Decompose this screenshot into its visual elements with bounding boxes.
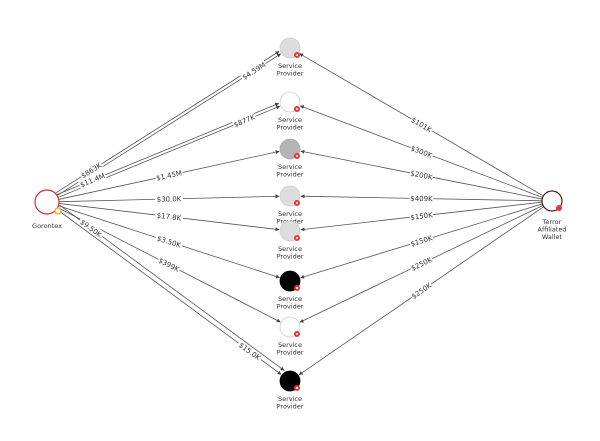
node-label: Service: [278, 295, 302, 303]
node-service-provider[interactable]: [279, 270, 301, 292]
edge-label: $15.0K: [236, 339, 264, 362]
edge-amount: $250K: [410, 256, 434, 273]
risk-badge-dot: [296, 237, 298, 239]
edge-label: $200K: [409, 168, 434, 182]
edge-label: $30.0K: [154, 194, 183, 204]
edge-amount: $3.50K: [156, 235, 182, 250]
entity-node-circle[interactable]: [34, 189, 60, 215]
edge-amount: $877K: [233, 113, 257, 129]
node-label: Provider: [277, 349, 304, 357]
risk-badge-dot: [296, 387, 298, 389]
edge-amount: $101K: [409, 116, 433, 134]
edge-label: $4.59M: [239, 59, 268, 82]
edge-labels: $4.59M$863K$877K$11.4M $1.45M$30.0K$17.8K…: [77, 59, 435, 362]
edge-label: $1.45M: [154, 168, 184, 183]
node-service-provider[interactable]: [279, 316, 301, 338]
risk-badge-dot: [296, 155, 298, 157]
edge-label: $3.50K: [154, 233, 184, 250]
node-label: Provider: [277, 303, 304, 311]
edge-amount: $200K: [410, 169, 434, 181]
node-gorontex[interactable]: [34, 189, 62, 215]
node-label: Provider: [277, 403, 304, 411]
badge-icon: [54, 207, 62, 215]
edge-amount: $4.59M: [241, 61, 267, 82]
node-label: Provider: [277, 253, 304, 261]
edge-label: $17.8K: [154, 210, 184, 223]
node-label: Provider: [277, 124, 304, 132]
edge-amount: $1.45M: [155, 169, 182, 182]
edge-label: $399K: [156, 255, 182, 274]
node-label: Terror: [542, 218, 562, 226]
node-label: Service: [278, 395, 302, 403]
edge-amount: $150K: [410, 211, 434, 222]
node-label: Service: [278, 62, 302, 70]
node-label: Service: [278, 163, 302, 171]
node-service-provider[interactable]: [279, 220, 301, 242]
edge-label: $150K: [408, 233, 434, 248]
node-service-provider[interactable]: [279, 185, 301, 207]
risk-badge-dot: [296, 333, 298, 335]
node-service-provider[interactable]: [279, 138, 301, 160]
risk-badge-dot: [296, 54, 298, 56]
edge-label: $409K: [409, 193, 434, 203]
node-label: Provider: [277, 171, 304, 179]
edge-label: $9.50K: [77, 216, 105, 239]
edge-amount: $30.0K: [157, 195, 182, 204]
risk-badge-dot: [296, 287, 298, 289]
edge-label: $101K: [409, 114, 434, 134]
node-service-provider[interactable]: [279, 370, 301, 392]
node-label: Gorontex: [32, 222, 62, 230]
node-service-provider[interactable]: [279, 91, 301, 113]
edge-label: $877K: [231, 112, 257, 129]
node-label: Provider: [277, 70, 304, 78]
edge-label: $250K: [409, 280, 434, 301]
edge-amount: $17.8K: [156, 212, 182, 223]
risk-badge-dot: [296, 108, 298, 110]
node-label: Affiliated: [538, 226, 567, 234]
edge-amount: $300K: [409, 144, 433, 160]
edge-amount: $409K: [410, 195, 433, 203]
edge-label: $250K: [408, 254, 434, 273]
edge-amount: $250K: [410, 281, 433, 301]
risk-badge-dot: [296, 202, 298, 204]
nodes: Gorontex TerrorAffiliatedWalletServicePro…: [32, 37, 567, 411]
edge-label: $300K: [409, 143, 435, 160]
node-label: Service: [278, 245, 302, 253]
edge-amount: $150K: [410, 234, 434, 248]
edge-amount: $399K: [157, 256, 181, 274]
edge-label: $150K: [409, 210, 434, 222]
node-label: Service: [278, 341, 302, 349]
node-terror-affiliated-wallet[interactable]: [541, 190, 563, 212]
node-label: Service: [278, 116, 302, 124]
node-label: Service: [278, 210, 302, 218]
risk-badge-icon: [556, 205, 562, 211]
node-service-provider[interactable]: [279, 37, 301, 59]
node-label: Wallet: [542, 233, 563, 241]
